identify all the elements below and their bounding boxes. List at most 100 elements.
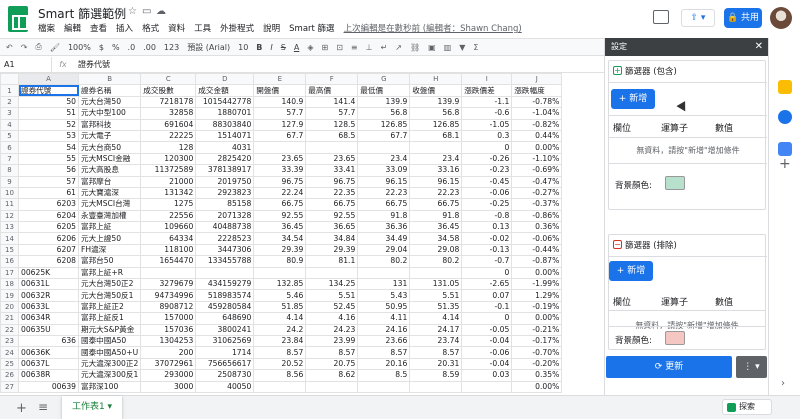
grid-cell[interactable]: 756656617 (195, 357, 255, 371)
grid-cell[interactable]: 2228523 (195, 232, 255, 245)
grid-cell[interactable]: 24.23 (305, 323, 359, 337)
currency-format-button[interactable]: $ (98, 42, 104, 52)
grid-cell[interactable]: -0.8 (461, 209, 513, 223)
grid-cell[interactable] (253, 141, 307, 154)
grid-cell[interactable]: 元大台灣50正2 (77, 278, 142, 291)
insert-chart-icon[interactable]: ▥ (443, 42, 452, 52)
column-header[interactable]: C (140, 73, 197, 86)
grid-cell[interactable]: 8.62 (305, 369, 359, 382)
grid-cell[interactable]: 元大台灣50反1 (77, 289, 142, 302)
grid-cell[interactable]: -0.7 (461, 255, 513, 268)
column-header[interactable]: B (77, 73, 142, 86)
grid-cell[interactable]: 國泰中國A50 (77, 334, 142, 348)
grid-cell[interactable]: 00636K (18, 346, 79, 359)
row-header[interactable]: 5 (0, 129, 19, 143)
grid-cell[interactable]: -0.27% (511, 186, 563, 200)
grid-cell[interactable]: 4.14 (253, 312, 307, 325)
row-header[interactable]: 22 (0, 323, 19, 337)
grid-cell[interactable]: 永豐臺灣加權 (77, 209, 142, 223)
grid-cell[interactable]: 8.56 (253, 369, 307, 382)
grid-cell[interactable]: -1.04% (511, 107, 563, 120)
select-all-corner[interactable] (0, 73, 19, 86)
grid-cell[interactable]: 3000 (140, 380, 197, 393)
grid-cell[interactable]: -0.87% (511, 255, 563, 268)
grid-cell[interactable]: 51.35 (409, 300, 463, 314)
grid-cell[interactable]: 元大電子 (77, 129, 142, 143)
grid-cell[interactable]: 128 (140, 141, 197, 154)
grid-cell[interactable]: 36.36 (357, 221, 411, 234)
grid-cell[interactable]: -0.06% (511, 232, 563, 245)
fill-color-icon[interactable]: ◈ (307, 42, 314, 52)
row-header[interactable]: 17 (0, 266, 19, 280)
row-header[interactable]: 10 (0, 186, 19, 200)
grid-cell[interactable]: -0.25 (461, 198, 513, 211)
grid-cell[interactable]: -0.86% (511, 209, 563, 223)
grid-cell[interactable]: 33.41 (305, 164, 359, 177)
column-header[interactable]: E (253, 73, 307, 86)
grid-cell[interactable]: 131342 (140, 186, 197, 200)
menu-insert[interactable]: 插入 (116, 24, 134, 34)
grid-cell[interactable]: 459280584 (195, 300, 255, 314)
row-header[interactable]: 26 (0, 369, 19, 382)
grid-cell[interactable]: 元大高股息 (77, 164, 142, 177)
grid-cell[interactable]: -0.6 (461, 107, 513, 120)
menu-smart-filter[interactable]: Smart 篩選 (289, 24, 335, 34)
grid-cell[interactable]: 118100 (140, 243, 197, 257)
grid-cell[interactable]: 漲跌幅度 (511, 84, 563, 97)
grid-cell[interactable]: 34.49 (357, 232, 411, 245)
move-folder-icon[interactable]: ▭ (142, 6, 152, 17)
grid-cell[interactable]: 23.66 (357, 334, 411, 348)
grid-cell[interactable]: 88303840 (195, 118, 255, 131)
grid-cell[interactable]: -1.05 (461, 118, 513, 131)
grid-cell[interactable]: 22.24 (253, 186, 307, 200)
grid-cell[interactable]: 126.85 (357, 118, 411, 131)
grid-cell[interactable]: 5.51 (409, 289, 463, 302)
menu-file[interactable]: 檔案 (38, 24, 56, 34)
grid-cell[interactable]: 51 (18, 107, 79, 120)
grid-cell[interactable]: -0.17% (511, 334, 563, 348)
grid-cell[interactable]: 33.16 (409, 164, 463, 177)
grid-cell[interactable]: 6208 (18, 255, 79, 268)
grid-cell[interactable]: -0.23 (461, 164, 513, 177)
column-header[interactable]: G (357, 73, 411, 86)
column-header[interactable]: D (195, 73, 255, 86)
grid-cell[interactable] (357, 141, 411, 154)
text-rotate-icon[interactable]: ↗ (395, 42, 402, 52)
grid-cell[interactable]: 127.9 (253, 118, 307, 131)
grid-cell[interactable]: 23.65 (305, 152, 359, 166)
grid-cell[interactable]: 57 (18, 175, 79, 188)
grid-cell[interactable]: 24.2 (253, 323, 307, 337)
exclude-add-button[interactable]: + 新增 (609, 261, 653, 281)
functions-icon[interactable]: Σ (473, 42, 479, 52)
row-header[interactable]: 23 (0, 334, 19, 348)
grid-cell[interactable]: 2071328 (195, 209, 255, 223)
cloud-status-icon[interactable]: ☁ (156, 6, 166, 17)
grid-cell[interactable]: 0.13 (461, 221, 513, 234)
collapse-panel-icon[interactable]: › (781, 378, 785, 389)
grid-cell[interactable]: 1015442778 (195, 95, 255, 109)
grid-cell[interactable]: 80.9 (253, 255, 307, 268)
sheet-tab[interactable]: 工作表1 ▾ (62, 396, 122, 419)
grid-cell[interactable]: 24.16 (357, 323, 411, 337)
grid-cell[interactable]: 富邦深100 (77, 380, 142, 393)
grid-cell[interactable]: 128.5 (305, 118, 359, 131)
grid-cell[interactable]: 96.75 (253, 175, 307, 188)
grid-cell[interactable]: 20.75 (305, 357, 359, 371)
insert-comment-icon[interactable]: ▣ (428, 42, 436, 52)
grid-cell[interactable]: 0 (461, 266, 513, 280)
grid-cell[interactable]: 293000 (140, 369, 197, 382)
grid-cell[interactable]: -0.82% (511, 118, 563, 131)
row-header[interactable]: 9 (0, 175, 19, 188)
grid-cell[interactable]: 00632R (18, 289, 79, 302)
grid-cell[interactable]: 378138917 (195, 164, 255, 177)
grid-cell[interactable]: 元大滬深300正2 (77, 357, 142, 371)
row-header[interactable]: 24 (0, 346, 19, 359)
grid-cell[interactable]: 34.54 (253, 232, 307, 245)
grid-cell[interactable]: -0.04 (461, 334, 513, 348)
grid-cell[interactable]: 55 (18, 152, 79, 166)
grid-cell[interactable]: 52 (18, 118, 79, 131)
grid-cell[interactable]: 0.3 (461, 129, 513, 143)
grid-cell[interactable] (409, 266, 463, 280)
grid-cell[interactable]: 131 (357, 278, 411, 291)
font-select[interactable]: 預設 (Arial) (187, 42, 231, 52)
